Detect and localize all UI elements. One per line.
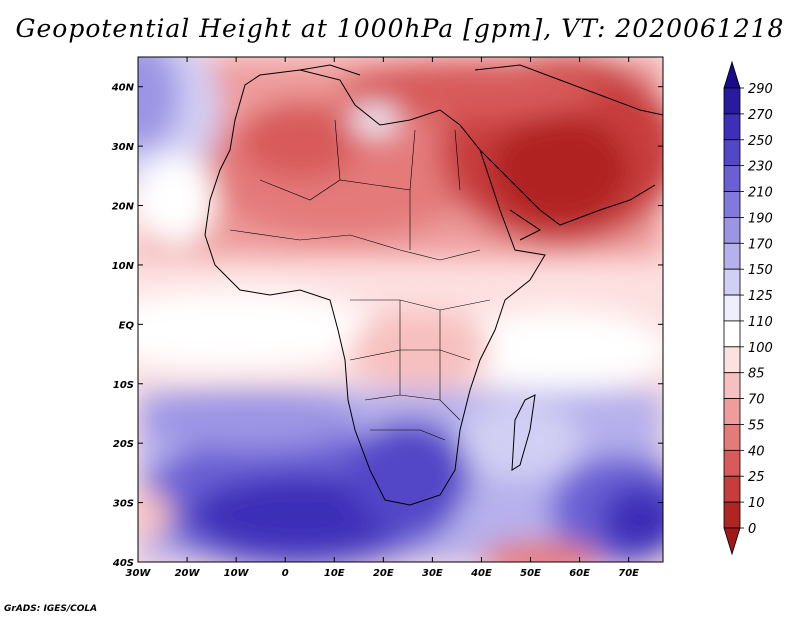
x-tick-label: 60E (569, 568, 590, 579)
x-tick-label: 0 (282, 568, 289, 579)
colorbar-swatch (723, 113, 741, 141)
x-tick-label: 40E (470, 568, 492, 579)
borders (229, 119, 491, 441)
x-tick-label: 20E (373, 568, 394, 579)
y-tick-label: 40N (111, 83, 135, 94)
y-tick-label: 30S (113, 499, 134, 510)
colorbar-label: 250 (748, 134, 773, 149)
x-tick-label: 50E (520, 568, 541, 579)
colorbar-label: 70 (748, 393, 765, 408)
y-tick-label: EQ (119, 320, 135, 331)
grads-credit: GrADS: IGES/COLA (4, 604, 98, 614)
colorbar-bottom-arrow (723, 527, 741, 556)
colorbar-swatch (723, 501, 741, 529)
colorbar-swatch (723, 165, 741, 192)
map-title: Geopotential Height at 1000hPa [gpm], VT… (15, 14, 785, 43)
colorbar-swatch (723, 268, 741, 296)
x-tick-label: 70E (618, 568, 639, 579)
colorbar-swatch (723, 139, 741, 167)
colorbar-label: 190 (748, 211, 773, 226)
colorbar-label: 25 (748, 470, 765, 485)
height-field (138, 57, 663, 562)
colorbar-label: 170 (748, 237, 773, 252)
map-frame (137, 56, 664, 563)
colorbar-swatch (723, 191, 741, 218)
x-tick-label: 10W (224, 568, 250, 579)
colorbar-label: 110 (748, 315, 773, 330)
colorbar-label: 0 (748, 522, 756, 537)
colorbar-label: 125 (748, 289, 773, 304)
longitude-axis: 30W 20W 10W 0 10E 20E 30E 40E 50E 60E 70E (126, 57, 639, 579)
colorbar: 2902702502302101901701501251101008570554… (723, 60, 773, 556)
colorbar-swatch (723, 346, 741, 374)
y-tick-label: 10N (112, 261, 135, 272)
colorbar-label: 290 (748, 82, 773, 97)
colorbar-top-arrow (723, 60, 741, 89)
colorbar-swatch (723, 372, 741, 399)
y-tick-label: 20N (112, 202, 135, 213)
colorbar-label: 100 (748, 341, 773, 356)
colorbar-swatch (723, 449, 741, 477)
colorbar-label: 270 (748, 108, 773, 123)
x-tick-label: 30E (422, 568, 443, 579)
latitude-axis: 40N 30N 20N 10N EQ 10S 20S 30S 40S (111, 83, 663, 569)
colorbar-swatch (723, 87, 741, 115)
colorbar-swatch (723, 475, 741, 503)
y-tick-label: 10S (113, 380, 134, 391)
colorbar-swatch (723, 320, 741, 348)
x-tick-label: 20W (175, 568, 201, 579)
colorbar-swatch (723, 294, 741, 322)
x-tick-label: 30W (126, 568, 152, 579)
colorbar-label: 230 (748, 160, 773, 175)
colorbar-swatch (723, 398, 741, 425)
coastlines (204, 64, 663, 506)
y-tick-label: 20S (113, 439, 134, 450)
colorbar-label: 210 (748, 186, 773, 201)
colorbar-swatch (723, 242, 741, 270)
colorbar-label: 40 (748, 444, 765, 459)
colorbar-label: 10 (748, 496, 765, 511)
colorbar-label: 150 (748, 263, 773, 278)
colorbar-swatch (723, 424, 741, 451)
y-tick-label: 40S (112, 558, 134, 569)
y-tick-label: 30N (112, 142, 135, 153)
colorbar-label: 85 (748, 367, 765, 382)
colorbar-label: 55 (748, 418, 765, 433)
colorbar-swatch (723, 217, 741, 244)
x-tick-label: 10E (324, 568, 345, 579)
